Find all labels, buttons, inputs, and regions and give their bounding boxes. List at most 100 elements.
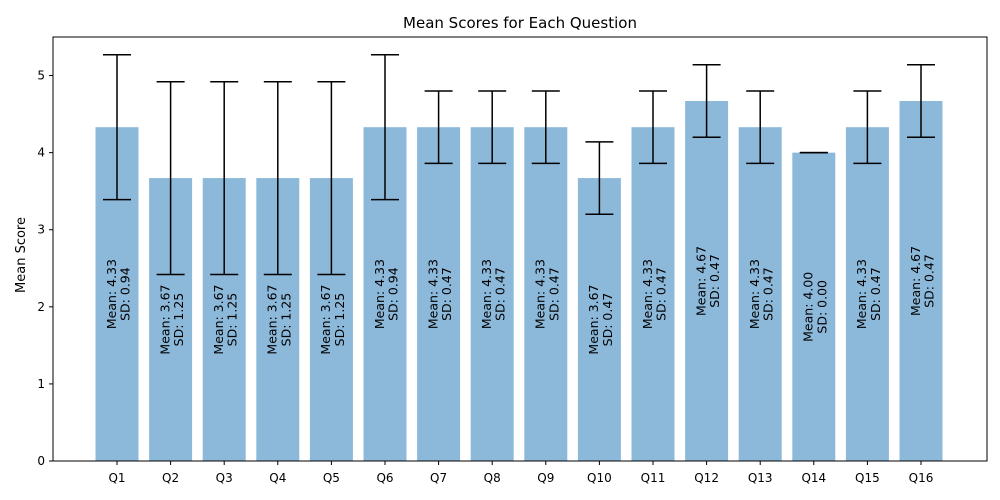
bar-label-sd: SD: 0.47	[922, 254, 937, 308]
bar-label-q4: Mean: 3.67SD: 1.25	[265, 284, 294, 354]
bar-labels-group: Mean: 4.33SD: 0.94 Mean: 3.67SD: 1.25 Mean…	[104, 246, 937, 355]
bar-label-sd: SD: 0.47	[761, 267, 776, 321]
bar-q13	[738, 127, 782, 462]
bar-label-mean: Mean: 3.67	[265, 284, 280, 354]
x-tick-label: Q5	[323, 471, 340, 485]
bar-label-q8: Mean: 4.33SD: 0.47	[479, 259, 508, 329]
bar-label-q9: Mean: 4.33SD: 0.47	[533, 259, 562, 329]
bar-label-q12: Mean: 4.67SD: 0.47	[693, 246, 722, 316]
error-bar-q5	[317, 80, 346, 276]
bar-label-mean: Mean: 4.67	[908, 246, 923, 316]
bar-label-q16: Mean: 4.67SD: 0.47	[908, 246, 937, 316]
bar-label-q3: Mean: 3.67SD: 1.25	[211, 284, 240, 354]
bar-label-q1: Mean: 4.33SD: 0.94	[104, 259, 133, 329]
bar-label-mean: Mean: 3.67	[211, 284, 226, 354]
y-tick-label: 3	[37, 223, 45, 237]
x-tick-label: Q4	[269, 471, 286, 485]
y-axis-label: Mean Score	[14, 217, 29, 293]
y-tick-label: 2	[37, 300, 45, 314]
bar-q7	[417, 127, 461, 462]
x-tick-label: Q7	[430, 471, 447, 485]
error-bar-q1	[103, 53, 131, 201]
bar-label-mean: Mean: 4.33	[479, 259, 494, 329]
error-bar-q12	[692, 64, 721, 138]
bar-q15	[845, 127, 889, 462]
bar-label-sd: SD: 0.47	[493, 267, 508, 321]
x-tick-label: Q8	[484, 471, 501, 485]
error-bar-q2	[156, 80, 185, 276]
bar-label-mean: Mean: 3.67	[586, 284, 601, 354]
chart-title: Mean Scores for Each Question	[403, 14, 637, 32]
bar-q9	[524, 127, 568, 462]
x-tick-label: Q2	[162, 471, 179, 485]
bar-label-sd: SD: 0.94	[386, 267, 401, 321]
error-bar-q11	[639, 90, 667, 165]
bar-label-q14: Mean: 4.00SD: 0.00	[801, 272, 830, 342]
bar-q10	[577, 178, 621, 462]
bar-label-q11: Mean: 4.33SD: 0.47	[640, 259, 669, 329]
bar-label-mean: Mean: 4.33	[425, 259, 440, 329]
bar-label-q13: Mean: 4.33SD: 0.47	[747, 259, 776, 329]
x-tick-label: Q1	[108, 471, 125, 485]
error-bar-q3	[210, 80, 239, 276]
bar-q14	[792, 152, 836, 462]
bar-q8	[470, 127, 514, 462]
bar-label-sd: SD: 0.47	[654, 267, 669, 321]
bar-label-sd: SD: 0.94	[118, 267, 133, 321]
x-tick-label: Q3	[216, 471, 233, 485]
bar-label-q6: Mean: 4.33SD: 0.94	[372, 259, 401, 329]
plot-frame	[52, 36, 988, 462]
y-tick-label: 5	[37, 69, 45, 83]
bar-label-mean: Mean: 4.33	[533, 259, 548, 329]
x-tick-label: Q9	[537, 471, 554, 485]
bar-label-q5: Mean: 3.67SD: 1.25	[318, 284, 347, 354]
error-bars-group	[103, 53, 935, 276]
x-tick-label: Q12	[694, 471, 719, 485]
bar-label-q2: Mean: 3.67SD: 1.25	[157, 284, 186, 354]
error-bar-q8	[478, 90, 507, 165]
bar-label-mean: Mean: 4.00	[801, 272, 816, 342]
error-bar-q7	[424, 90, 453, 165]
bar-label-mean: Mean: 4.33	[104, 259, 119, 329]
error-bar-q9	[531, 90, 560, 165]
error-bar-q4	[263, 80, 292, 276]
x-tick-label: Q11	[641, 471, 666, 485]
bar-label-mean: Mean: 4.33	[854, 259, 869, 329]
x-tick-label: Q13	[748, 471, 773, 485]
bar-label-mean: Mean: 3.67	[157, 284, 172, 354]
y-tick-label: 0	[37, 454, 45, 468]
bar-label-q7: Mean: 4.33SD: 0.47	[425, 259, 454, 329]
x-tick-label: Q15	[855, 471, 880, 485]
bar-label-q15: Mean: 4.33SD: 0.47	[854, 259, 883, 329]
bar-q12	[685, 100, 729, 462]
bar-label-sd: SD: 1.25	[332, 293, 347, 347]
x-tick-label: Q6	[376, 471, 393, 485]
bar-label-mean: Mean: 3.67	[318, 284, 333, 354]
x-tick-label: Q16	[909, 471, 934, 485]
error-bar-q13	[746, 90, 775, 165]
error-bar-q6	[371, 53, 399, 201]
bar-label-sd: SD: 0.47	[439, 267, 454, 321]
y-tick-label: 4	[37, 146, 45, 160]
bar-label-sd: SD: 0.47	[546, 267, 561, 321]
bar-label-sd: SD: 0.00	[814, 280, 829, 334]
bar-label-sd: SD: 0.47	[868, 267, 883, 321]
y-tick-label: 1	[37, 377, 45, 391]
bar-label-q10: Mean: 3.67SD: 0.47	[586, 284, 615, 354]
bar-label-mean: Mean: 4.33	[640, 259, 655, 329]
x-tick-label: Q14	[801, 471, 826, 485]
bar-label-sd: SD: 0.47	[600, 293, 615, 347]
bar-label-sd: SD: 1.25	[225, 293, 240, 347]
bar-label-mean: Mean: 4.33	[747, 259, 762, 329]
bars-group	[95, 100, 943, 462]
bar-label-sd: SD: 1.25	[171, 293, 186, 347]
bar-q16	[899, 100, 943, 462]
bar-label-sd: SD: 1.25	[278, 293, 293, 347]
axes-group: Q1 Q2 Q3 Q4 Q5 Q6 Q7 Q8 Q9 Q10 Q11 Q12 Q13 Q14 Q15 Q16 0…	[37, 36, 988, 485]
bar-label-mean: Mean: 4.33	[372, 259, 387, 329]
error-bar-q10	[585, 141, 614, 216]
error-bar-q16	[907, 64, 935, 138]
x-tick-label: Q10	[587, 471, 612, 485]
bar-label-sd: SD: 0.47	[707, 254, 722, 308]
